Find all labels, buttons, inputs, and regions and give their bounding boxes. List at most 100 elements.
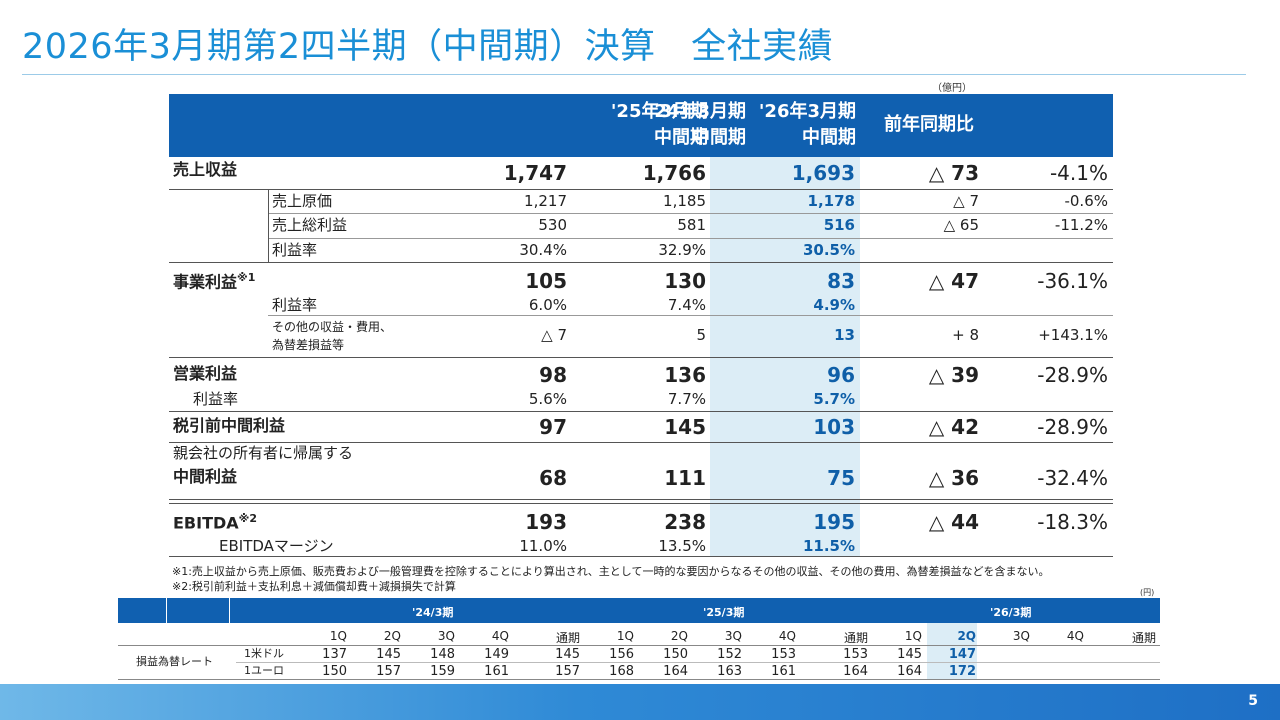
biz-fy26: 83 <box>827 269 855 293</box>
label-biz-margin: 利益率 <box>272 296 318 314</box>
op-margin-fy24: 5.6% <box>528 390 567 408</box>
label-net-line1: 親会社の所有者に帰属する <box>173 444 354 462</box>
cogs-diff: △ 7 <box>953 192 979 210</box>
fx-divider <box>236 662 1160 663</box>
fx-divider <box>118 679 1160 680</box>
title-divider <box>22 74 1246 75</box>
fx-quarter-11: 2Q <box>957 629 976 643</box>
pretax-fy26: 103 <box>813 415 855 439</box>
fx-header-divider <box>229 598 230 623</box>
fx-header-divider <box>166 598 167 623</box>
fx-quarter-6: 2Q <box>670 629 688 643</box>
op-diff: △ 39 <box>928 363 979 387</box>
fx-eur-value-9: 164 <box>843 664 868 679</box>
fx-quarter-0: 1Q <box>329 629 347 643</box>
gross-margin-fy26: 30.5% <box>802 241 855 259</box>
row-divider <box>169 503 1113 504</box>
gross-margin-fy25: 32.9% <box>658 241 706 259</box>
header-fy25-line2: 中間期 <box>654 127 708 148</box>
label-pretax-profit: 税引前中間利益 <box>173 416 286 435</box>
fx-usd-value-10: 145 <box>897 647 922 662</box>
row-divider <box>169 189 1113 190</box>
fx-usd-value-5: 156 <box>609 647 634 662</box>
header-fy26-line1: '26年3月期 <box>758 101 856 122</box>
fx-eur-value-0: 150 <box>322 664 347 679</box>
op-fy25: 136 <box>664 363 706 387</box>
other-fy26: 13 <box>834 326 855 344</box>
fx-usd-value-3: 149 <box>484 647 509 662</box>
label-gross-profit: 売上総利益 <box>272 216 348 234</box>
gross-margin-fy24: 30.4% <box>519 241 567 259</box>
fx-eur-value-5: 168 <box>609 664 634 679</box>
pretax-fy25: 145 <box>664 415 706 439</box>
biz-fy25: 130 <box>664 269 706 293</box>
gross-fy24: 530 <box>538 216 567 234</box>
ebitda-fy26: 195 <box>813 510 855 534</box>
page-number: 5 <box>1248 693 1258 709</box>
op-fy26: 96 <box>827 363 855 387</box>
biz-margin-fy25: 7.4% <box>667 296 706 314</box>
fx-usd-value-1: 145 <box>376 647 401 662</box>
sales-fy24: 1,747 <box>503 161 567 185</box>
row-divider <box>169 262 1113 263</box>
gross-diff: △ 65 <box>943 216 979 234</box>
net-pct: -32.4% <box>1037 466 1108 490</box>
gross-fy25: 581 <box>677 216 706 234</box>
row-divider <box>169 499 1113 500</box>
footnote-1: ※1:売上収益から売上原価、販売費および一般管理費を控除することにより算出され、… <box>172 565 1050 578</box>
other-fy24: △ 7 <box>541 326 567 344</box>
footnote-2: ※2:税引前利益＋支払利息＋減価償却費＋減損損失で計算 <box>172 580 456 593</box>
fx-quarter-4: 通期 <box>555 631 580 645</box>
fx-usd-value-7: 152 <box>717 647 742 662</box>
footer-bar: 5 <box>0 684 1280 720</box>
label-gross-margin: 利益率 <box>272 241 318 259</box>
header-fy26-line2: 中間期 <box>802 127 856 148</box>
page-title: 2026年3月期第2四半期（中間期）決算 全社実績 <box>22 27 834 67</box>
biz-diff: △ 47 <box>928 269 979 293</box>
fx-quarter-13: 4Q <box>1066 629 1084 643</box>
op-fy24: 98 <box>539 363 567 387</box>
fx-usd-label: 1米ドル <box>244 647 284 660</box>
fx-eur-value-8: 161 <box>771 664 796 679</box>
fx-quarter-9: 通期 <box>843 631 868 645</box>
ebitda-margin-fy26: 11.5% <box>802 537 855 555</box>
fx-usd-value-8: 153 <box>771 647 796 662</box>
fx-quarter-8: 4Q <box>778 629 796 643</box>
ebitda-diff: △ 44 <box>928 510 979 534</box>
fx-usd-value-2: 148 <box>430 647 455 662</box>
row-divider <box>169 556 1113 557</box>
other-pct: +143.1% <box>1038 326 1108 344</box>
sales-fy25: 1,766 <box>642 161 706 185</box>
fx-usd-value-0: 137 <box>322 647 347 662</box>
other-fy25: 5 <box>696 326 706 344</box>
fx-year-25: '25/3期 <box>703 606 745 619</box>
cogs-pct: -0.6% <box>1064 192 1108 210</box>
ebitda-margin-fy24: 11.0% <box>519 537 567 555</box>
net-fy24: 68 <box>539 466 567 490</box>
footnote-mark: ※1 <box>237 271 256 284</box>
fx-table-header: '24/3期 '25/3期 '26/3期 <box>118 598 1160 623</box>
fx-eur-label: 1ユーロ <box>244 664 284 677</box>
label-op-margin: 利益率 <box>193 390 239 408</box>
label-net-line2: 中間利益 <box>173 467 238 486</box>
pretax-fy24: 97 <box>539 415 567 439</box>
label-ebitda: EBITDA※2 <box>173 512 258 533</box>
label-other-income-line2: 為替差損益等 <box>272 338 345 352</box>
label-sales: 売上収益 <box>173 160 238 179</box>
fx-quarter-5: 1Q <box>616 629 634 643</box>
op-margin-fy26: 5.7% <box>813 390 855 408</box>
header-yoy: 前年同期比 <box>884 114 974 135</box>
biz-fy24: 105 <box>525 269 567 293</box>
fx-unit-label: (円) <box>1140 588 1155 597</box>
fx-eur-value-1: 157 <box>376 664 401 679</box>
fx-usd-value-9: 153 <box>843 647 868 662</box>
row-divider <box>268 238 1113 239</box>
sales-fy26: 1,693 <box>791 161 855 185</box>
op-pct: -28.9% <box>1037 363 1108 387</box>
pretax-pct: -28.9% <box>1037 415 1108 439</box>
fx-quarter-14: 通期 <box>1131 631 1156 645</box>
sales-diff: △ 73 <box>928 161 979 185</box>
unit-label: （億円） <box>932 83 972 94</box>
pretax-diff: △ 42 <box>928 415 979 439</box>
fx-eur-value-4: 157 <box>555 664 580 679</box>
